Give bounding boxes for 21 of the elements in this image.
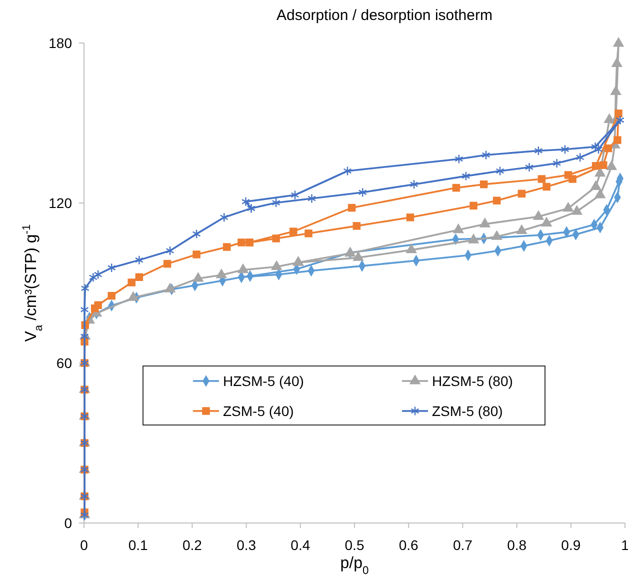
y-tick-label: 0	[64, 515, 72, 531]
x-tick-label: 0.3	[236, 537, 256, 553]
y-tick-label: 60	[56, 355, 72, 371]
x-tick-label: 0.5	[344, 537, 364, 553]
x-tick-label: 0.1	[128, 537, 148, 553]
x-tick-label: 1	[621, 537, 628, 553]
x-tick-label: 0.7	[452, 537, 473, 553]
x-tick-label: 0	[80, 537, 88, 553]
legend-label: ZSM-5 (40)	[223, 403, 294, 419]
y-tick-label: 120	[48, 195, 72, 211]
legend-label: HZSM-5 (40)	[223, 373, 304, 389]
x-tick-label: 0.9	[561, 537, 581, 553]
x-tick-label: 0.4	[290, 537, 310, 553]
x-tick-label: 0.6	[398, 537, 419, 553]
x-axis-title: p/p$_{0}$	[340, 555, 369, 577]
legend-label: HZSM-5 (80)	[432, 373, 513, 389]
x-tick-label: 0.2	[182, 537, 202, 553]
legend-label: ZSM-5 (80)	[432, 403, 503, 419]
y-tick-label: 180	[48, 35, 72, 51]
x-tick-label: 0.8	[507, 537, 527, 553]
chart-title: Adsorption / desorption isotherm	[276, 7, 492, 24]
